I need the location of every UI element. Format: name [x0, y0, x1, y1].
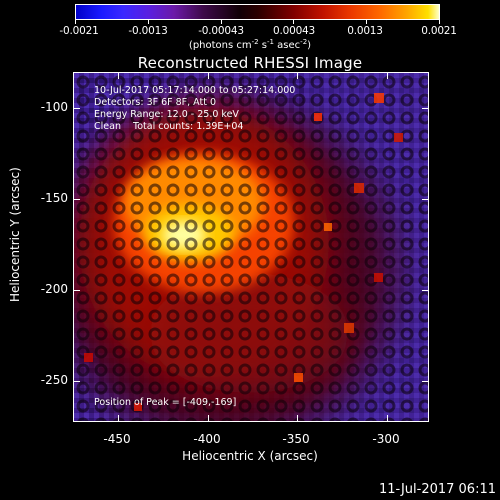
y-tick [422, 290, 428, 291]
annotation-energy: Energy Range: 12.0 - 25.0 keV [94, 109, 239, 120]
y-tick [422, 199, 428, 200]
colorbar-tick-label: 0.00043 [272, 25, 316, 37]
y-tick-label: -250 [40, 373, 68, 387]
annotation-peak-position: Position of Peak = [-409,-169] [94, 397, 237, 408]
x-tick [118, 73, 119, 79]
y-axis-label: Heliocentric Y (arcsec) [8, 167, 22, 302]
colorbar-tick-label: -0.0021 [59, 25, 99, 37]
y-tick-label: -200 [40, 282, 68, 296]
colorbar [75, 4, 440, 20]
y-tick [74, 290, 80, 291]
y-tick-label: -150 [40, 191, 68, 205]
y-tick [422, 381, 428, 382]
x-tick [118, 415, 119, 421]
colorbar-tick-label: -0.00043 [198, 25, 244, 37]
x-tick-label: -450 [103, 432, 131, 446]
annotation-counts: Clean Total counts: 1.39E+04 [94, 121, 244, 132]
x-tick [297, 73, 298, 79]
y-tick [422, 108, 428, 109]
y-tick-label: -100 [40, 100, 68, 114]
y-tick [74, 108, 80, 109]
y-tick [74, 381, 80, 382]
x-tick [208, 415, 209, 421]
x-tick-label: -400 [193, 432, 221, 446]
x-tick [387, 73, 388, 79]
plot-title: Reconstructed RHESSI Image [137, 54, 363, 72]
y-tick [74, 199, 80, 200]
rhessi-image: 10-Jul-2017 05:17:14.000 to 05:27:14.000… [73, 72, 429, 422]
image-pixels [74, 73, 428, 421]
x-axis-label: Heliocentric X (arcsec) [182, 449, 318, 463]
colorbar-units: (photons cm-2 s-1 asec-2) [188, 38, 312, 51]
colorbar-tick-label: 0.0021 [421, 25, 457, 37]
x-tick [208, 73, 209, 79]
colorbar-ticks [75, 20, 440, 25]
x-tick-label: -350 [282, 432, 310, 446]
annotation-time-range: 10-Jul-2017 05:17:14.000 to 05:27:14.000 [94, 85, 296, 96]
x-tick [297, 415, 298, 421]
x-tick-label: -300 [372, 432, 400, 446]
colorbar-tick-label: 0.0013 [347, 25, 383, 37]
annotation-detectors: Detectors: 3F 6F 8F, Att 0 [94, 97, 217, 108]
plot-timestamp: 11-Jul-2017 06:11 [378, 482, 496, 497]
colorbar-tick-label: -0.0013 [128, 25, 168, 37]
x-tick [387, 415, 388, 421]
